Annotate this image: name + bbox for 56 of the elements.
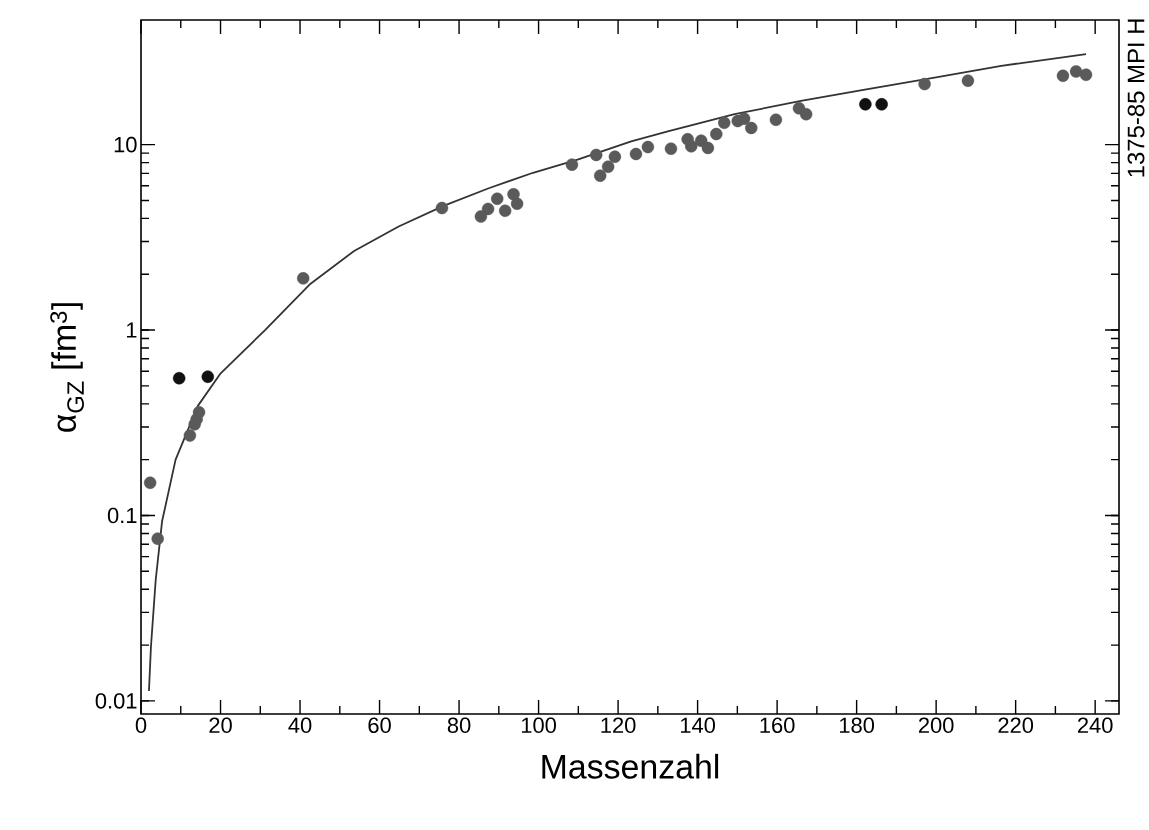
point (685, 140, 698, 153)
x-tick-label: 80 (447, 717, 471, 734)
point (737, 112, 751, 125)
y-tick-label: 0.01 (95, 693, 137, 709)
point (435, 201, 449, 215)
point (710, 127, 723, 141)
x-axis-title: Massenzahl (542, 753, 719, 779)
point (1069, 65, 1083, 78)
point (297, 272, 310, 285)
point (745, 121, 758, 135)
point (481, 202, 495, 216)
point (961, 74, 975, 87)
point (590, 148, 603, 162)
point (641, 140, 655, 154)
x-tick-label: 140 (680, 717, 716, 734)
x-tick-label: 0 (135, 717, 147, 734)
x-tick-label: 40 (288, 717, 312, 734)
x-tick-label: 240 (1077, 717, 1113, 734)
point (769, 113, 783, 127)
x-tick-label: 200 (918, 717, 954, 734)
x-tick-label: 100 (521, 717, 556, 734)
y-axis-title: α$_{GZ}$ [fm$^{3}$] (50, 303, 84, 432)
point (608, 150, 622, 163)
point (918, 77, 931, 91)
point (1056, 69, 1070, 83)
point (718, 116, 731, 130)
point (192, 406, 206, 419)
x-tick-label: 160 (760, 717, 795, 734)
point (701, 141, 715, 155)
point (593, 169, 607, 182)
point (201, 370, 214, 383)
point (629, 147, 643, 161)
point (183, 429, 197, 442)
x-tick-label: 20 (209, 717, 232, 734)
point (565, 158, 579, 171)
point (1079, 68, 1093, 81)
x-tick-label: 220 (998, 717, 1034, 734)
x-tick-label: 60 (368, 717, 391, 734)
point (510, 197, 524, 210)
point (498, 204, 512, 217)
point (859, 98, 872, 111)
y-tick-label: 10 (114, 136, 137, 153)
x-tick-label: 120 (601, 717, 636, 734)
point (143, 476, 157, 490)
point (875, 98, 888, 111)
point (172, 371, 186, 385)
point (151, 532, 164, 545)
text: 1375-85 MPI H (1127, 19, 1145, 177)
line-series (148, 53, 1087, 692)
x-tick-label: 180 (840, 717, 875, 734)
y-tick-label: 0.1 (107, 507, 137, 524)
point (664, 142, 678, 155)
y-tick-label: 1 (126, 322, 137, 338)
point (491, 192, 504, 206)
point (601, 160, 615, 173)
point (799, 107, 813, 121)
